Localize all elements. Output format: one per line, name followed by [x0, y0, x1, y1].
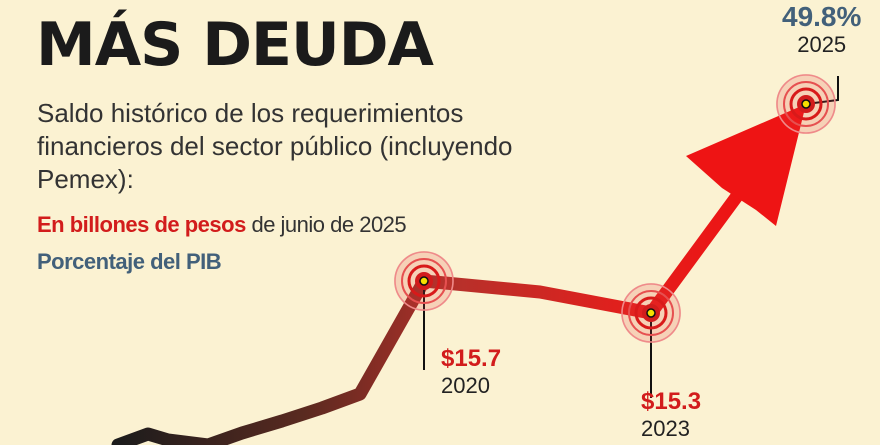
marker-center-dot	[419, 276, 429, 286]
marker-ring	[401, 258, 447, 304]
year-2025: 2025	[797, 32, 847, 57]
legend-percent: Porcentaje del PIB	[37, 248, 222, 276]
data-label-2020: $15.7 2020	[441, 345, 501, 399]
chart-subtitle: Saldo histórico de los requerimientos fi…	[37, 98, 513, 194]
marker-ring	[621, 283, 681, 343]
marker-ring	[407, 264, 441, 298]
legend-billions-suffix: de junio de 2025	[245, 212, 407, 237]
value-2023: $15.3	[641, 388, 702, 415]
leader-line-2025	[805, 76, 839, 105]
year-2020: 2020	[441, 373, 490, 398]
trend-arrowhead	[686, 104, 806, 226]
point-marker-2023	[621, 283, 681, 343]
chart-title: MÁS DEUDA	[36, 10, 434, 80]
marker-ring	[628, 290, 674, 336]
marker-ring	[789, 87, 823, 121]
marker-center-dot	[646, 308, 656, 318]
legend-percent-label: Porcentaje del PIB	[37, 249, 222, 274]
percent-2025: 49.8%	[782, 1, 862, 32]
point-marker-2020	[394, 251, 454, 311]
marker-ring	[783, 81, 829, 127]
marker-ring	[634, 296, 668, 330]
point-marker-2025	[776, 74, 836, 134]
trend-line	[111, 185, 747, 445]
data-label-2025: 49.8% 2025	[782, 2, 861, 58]
legend-billions: En billones de pesos de junio de 2025	[37, 211, 407, 239]
value-2020: $15.7	[441, 345, 502, 372]
legend-billions-label: En billones de pesos	[37, 212, 246, 237]
year-2023: 2023	[641, 416, 690, 441]
marker-ring	[776, 74, 836, 134]
marker-ring	[394, 251, 454, 311]
marker-center-dot	[801, 99, 811, 109]
data-label-2023: $15.3 2023	[641, 388, 701, 442]
